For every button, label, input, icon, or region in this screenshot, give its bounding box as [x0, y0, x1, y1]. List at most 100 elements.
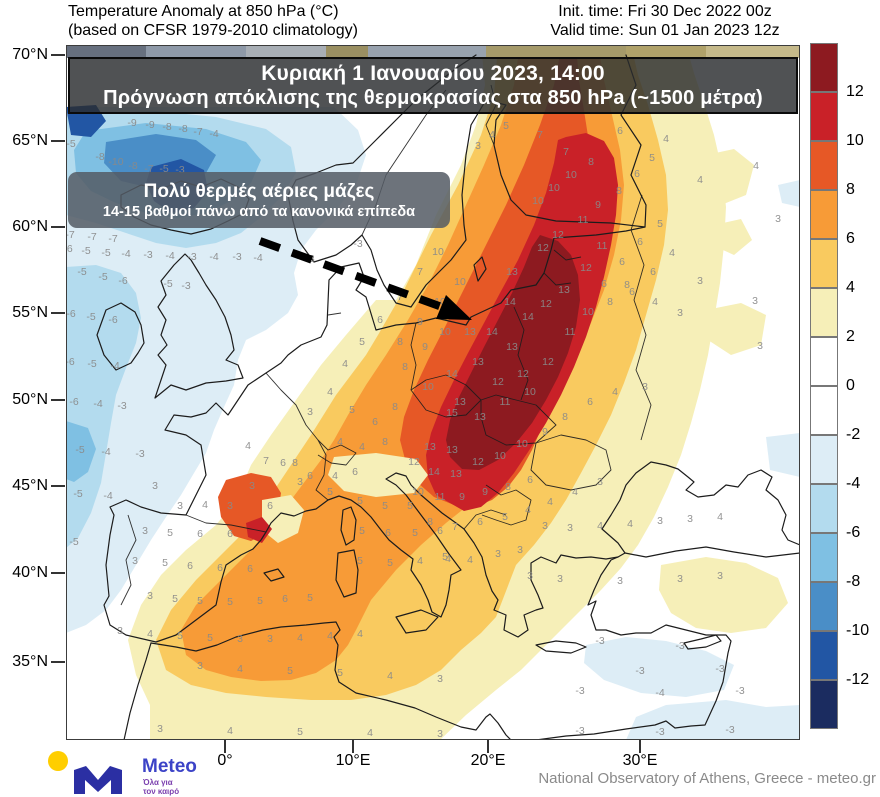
grid-value: 5 — [382, 500, 388, 512]
grid-value: 10 — [494, 450, 506, 462]
grid-value: 12 — [472, 456, 484, 468]
grid-value: -8 — [95, 151, 104, 163]
fill-warm-patch-e2 — [712, 219, 752, 255]
grid-value: 3 — [687, 513, 693, 525]
lon-tick — [639, 740, 641, 753]
grid-value: -3 — [117, 400, 126, 412]
grid-value: 4 — [489, 129, 495, 141]
grid-value: -3 — [735, 685, 744, 697]
grid-value: 3 — [475, 140, 481, 152]
grid-value: -6 — [69, 396, 78, 408]
grid-value: 5 — [337, 667, 343, 679]
grid-value: 4 — [237, 663, 243, 675]
grid-value: 9 — [542, 426, 548, 438]
grid-value: 3 — [147, 590, 153, 602]
grid-value: 15 — [446, 407, 458, 419]
grid-value: 10 — [565, 169, 577, 181]
grid-value: 6 — [267, 500, 273, 512]
grid-value: 6 — [280, 457, 286, 469]
grid-value: 3 — [517, 544, 523, 556]
grid-value: 4 — [245, 440, 251, 452]
colorbar-cell — [810, 43, 838, 92]
grid-value: 10 — [439, 326, 451, 338]
grid-value: 8 — [588, 156, 594, 168]
grid-value: 5 — [503, 120, 509, 132]
grid-value: 3 — [752, 295, 758, 307]
colorbar-label: -12 — [846, 671, 870, 688]
grid-value: 9 — [482, 486, 488, 498]
grid-value: 5 — [307, 592, 313, 604]
fill-cold-edge2 — [766, 433, 800, 477]
grid-value: 5 — [172, 593, 178, 605]
fill-sfrance-red-dot — [246, 517, 272, 543]
grid-value: -6 — [118, 275, 127, 287]
grid-value: 5 — [359, 525, 365, 537]
grid-value: 3 — [597, 476, 603, 488]
grid-value: 3 — [177, 500, 183, 512]
grid-value: -6 — [66, 356, 75, 368]
grid-value: 4 — [332, 470, 338, 482]
grid-value: -4 — [655, 687, 664, 699]
init-time: Init. time: Fri 30 Dec 2022 00z — [558, 3, 772, 20]
grid-value: 13 — [446, 444, 458, 456]
grid-value: 4 — [753, 160, 759, 172]
grid-value: 5 — [207, 632, 213, 644]
grid-value: 6 — [372, 416, 378, 428]
grid-value: 10 — [548, 182, 560, 194]
grid-value: -6 — [108, 314, 117, 326]
lat-label: 45°N — [12, 477, 48, 494]
grid-value: 3 — [117, 625, 123, 637]
grid-value: 11 — [435, 491, 446, 503]
grid-value: 3 — [437, 728, 443, 740]
valid-time: Valid time: Sun 01 Jan 2023 12z — [550, 22, 780, 39]
fill-warm-patch-e3 — [706, 303, 766, 355]
warm-airmass-callout: Πολύ θερμές αέριες μάζες 14-15 βαθμοί πά… — [68, 172, 450, 228]
grid-value: 4 — [572, 486, 578, 498]
grid-value: 4 — [652, 296, 658, 308]
grid-value: -8 — [162, 121, 171, 133]
coastline-sardinia — [335, 549, 359, 598]
grid-value: 4 — [417, 555, 423, 567]
grid-value: 14 — [486, 326, 498, 338]
grid-value: 8 — [616, 185, 622, 197]
grid-value: -10 — [108, 156, 123, 168]
grid-value: 3 — [657, 515, 663, 527]
fill-pocket-povalley — [328, 453, 428, 497]
grid-value: 3 — [557, 573, 563, 585]
grid-value: 3 — [677, 573, 683, 585]
coastline-south-europe — [155, 472, 626, 643]
grid-value: -5 — [81, 245, 90, 257]
grid-value: 4 — [147, 628, 153, 640]
fill-warm-turkey — [659, 557, 788, 633]
colorbar-cell — [810, 141, 838, 190]
grid-value: 5 — [197, 595, 203, 607]
grid-value: 6 — [629, 286, 635, 298]
fill-cold-northwest — [66, 107, 366, 633]
grid-value: 7 — [417, 266, 423, 278]
grid-value: -5 — [163, 278, 172, 290]
grid-value: 4 — [387, 670, 393, 682]
grid-value: 3 — [757, 340, 763, 352]
grid-value: 8 — [392, 401, 398, 413]
grid-value: 8 — [292, 457, 298, 469]
grid-value: 8 — [427, 516, 433, 528]
grid-value: -9 — [145, 119, 154, 131]
colorbar-label: 0 — [846, 377, 855, 394]
grid-value: -9 — [127, 117, 136, 129]
grid-value: 3 — [197, 660, 203, 672]
lat-label: 50°N — [12, 391, 48, 408]
grid-value: 9 — [595, 199, 601, 211]
anomaly-map: -9-9-8-8-7-4-5-8-10-8-7-5-3-7-7-7-6-5-5-… — [66, 45, 800, 740]
coastline-uk — [154, 253, 244, 399]
grid-value: 3 — [249, 480, 255, 492]
grid-value: 3 — [142, 525, 148, 537]
colorbar-label: -10 — [846, 622, 870, 639]
grid-value: 6 — [634, 168, 640, 180]
lat-tick — [51, 226, 65, 228]
grid-value: 5 — [177, 630, 183, 642]
grid-value: 6 — [187, 560, 193, 572]
lat-tick — [51, 140, 65, 142]
colorbar-cell — [810, 92, 838, 141]
grid-value: 6 — [637, 236, 643, 248]
grid-value: 12 — [542, 356, 554, 368]
